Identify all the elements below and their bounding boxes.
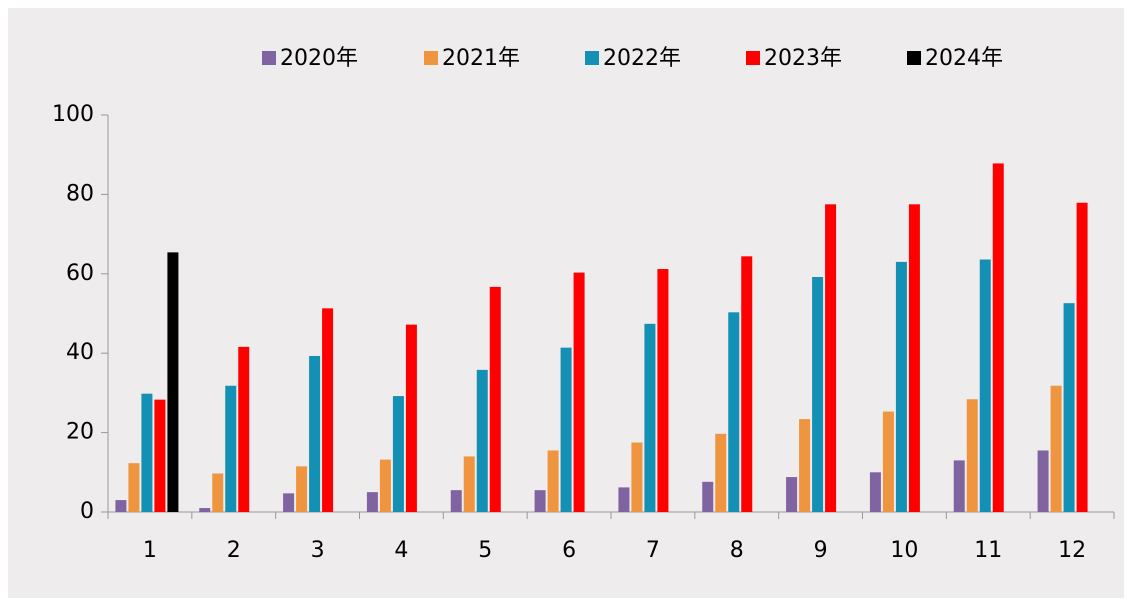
y-tick-label: 40: [66, 340, 94, 365]
bar: [379, 459, 391, 512]
bar: [547, 450, 559, 512]
bar: [1037, 450, 1049, 512]
bar: [786, 477, 798, 512]
x-tick-label: 1: [143, 538, 157, 563]
bar: [728, 312, 740, 512]
bar: [154, 399, 166, 512]
bar: [908, 204, 920, 512]
y-tick-label: 100: [52, 102, 94, 127]
bar: [812, 276, 824, 512]
bar: [560, 347, 572, 512]
x-tick-label: 5: [478, 538, 492, 563]
y-tick-label: 0: [80, 499, 94, 524]
x-tick-label: 8: [730, 538, 744, 563]
bar: [631, 442, 643, 512]
bar: [141, 393, 153, 512]
bar: [644, 323, 656, 512]
bar: [489, 286, 501, 512]
legend-label: 2020年: [280, 46, 358, 71]
x-tick-label: 10: [890, 538, 918, 563]
bar: [992, 163, 1004, 512]
bar: [1050, 385, 1062, 512]
bar: [534, 490, 546, 512]
legend-label: 2024年: [925, 46, 1003, 71]
bar: [309, 355, 321, 512]
bar: [953, 460, 965, 512]
bar: [799, 419, 811, 512]
bar: [1063, 303, 1075, 512]
bar: [128, 463, 140, 512]
bar: [573, 272, 585, 512]
bar: [199, 508, 211, 512]
bar: [283, 493, 295, 512]
bar: [741, 256, 753, 512]
bar: [167, 252, 179, 512]
x-tick-label: 3: [311, 538, 325, 563]
bar: [463, 456, 475, 512]
legend-swatch: [585, 51, 599, 65]
x-tick-label: 7: [646, 538, 660, 563]
bar: [979, 259, 991, 512]
bar: [657, 269, 669, 512]
bar: [392, 396, 404, 512]
bar: [895, 261, 907, 512]
bar: [405, 324, 417, 512]
bar: [702, 481, 714, 512]
bar: [476, 369, 488, 512]
y-tick-label: 20: [66, 420, 94, 445]
y-tick-label: 60: [66, 261, 94, 286]
bar: [966, 399, 978, 512]
bar: [618, 487, 630, 512]
x-tick-label: 11: [974, 538, 1002, 563]
legend-swatch: [262, 51, 276, 65]
bar: [115, 500, 127, 512]
bar: [882, 411, 894, 512]
y-tick-label: 80: [66, 181, 94, 206]
bar: [238, 346, 250, 512]
legend-swatch: [424, 51, 438, 65]
bar: [715, 433, 727, 512]
bar: [212, 473, 224, 512]
bar: [450, 490, 462, 512]
bar: [1076, 202, 1088, 512]
legend-swatch: [907, 51, 921, 65]
legend-label: 2021年: [442, 46, 520, 71]
bar: [296, 466, 308, 512]
x-tick-label: 6: [562, 538, 576, 563]
legend-swatch: [746, 51, 760, 65]
x-tick-label: 4: [394, 538, 408, 563]
bar: [322, 308, 334, 512]
bar: [225, 385, 237, 512]
bar: [869, 472, 881, 512]
legend-label: 2023年: [764, 46, 842, 71]
legend-label: 2022年: [603, 46, 681, 71]
bar: [366, 492, 378, 512]
x-tick-label: 12: [1058, 538, 1086, 563]
x-tick-label: 2: [227, 538, 241, 563]
bar: [825, 204, 837, 512]
x-tick-label: 9: [814, 538, 828, 563]
